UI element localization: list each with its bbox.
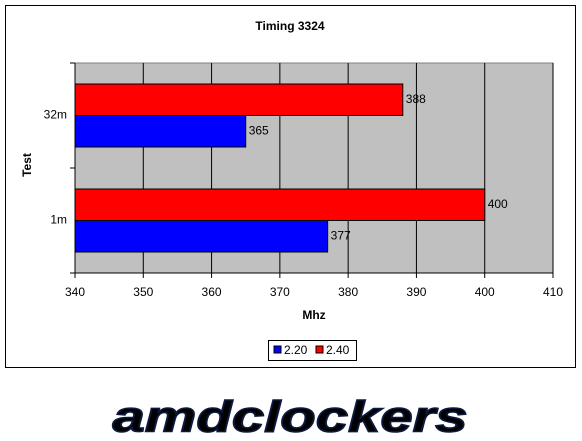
x-tick-label: 350	[133, 285, 153, 299]
x-tick-label: 380	[338, 285, 358, 299]
x-axis-label: Mhz	[302, 308, 325, 322]
x-tick-label: 410	[543, 285, 563, 299]
legend-swatch	[315, 345, 324, 354]
bar	[74, 83, 404, 116]
y-axis-label: Test	[20, 153, 34, 177]
bar	[74, 115, 247, 148]
legend-box	[268, 340, 357, 361]
x-tick-label: 370	[270, 285, 290, 299]
chart-title: Timing 3324	[255, 19, 324, 33]
legend-swatch	[273, 345, 282, 354]
bar	[74, 188, 486, 221]
logo: amdclockers	[113, 393, 468, 441]
x-tick-label: 340	[65, 285, 85, 299]
x-tick-label: 390	[406, 285, 426, 299]
data-label: 400	[488, 197, 508, 211]
x-tick-label: 400	[475, 285, 495, 299]
y-tick-label: 32m	[44, 108, 67, 122]
data-label: 377	[331, 228, 351, 242]
data-label: 388	[406, 92, 426, 106]
bar	[74, 220, 329, 253]
legend-label: 2.40	[326, 343, 350, 357]
legend-label: 2.20	[284, 343, 308, 357]
data-label: 365	[249, 123, 269, 137]
y-tick-label: 1m	[50, 213, 67, 227]
x-tick-label: 360	[202, 285, 222, 299]
